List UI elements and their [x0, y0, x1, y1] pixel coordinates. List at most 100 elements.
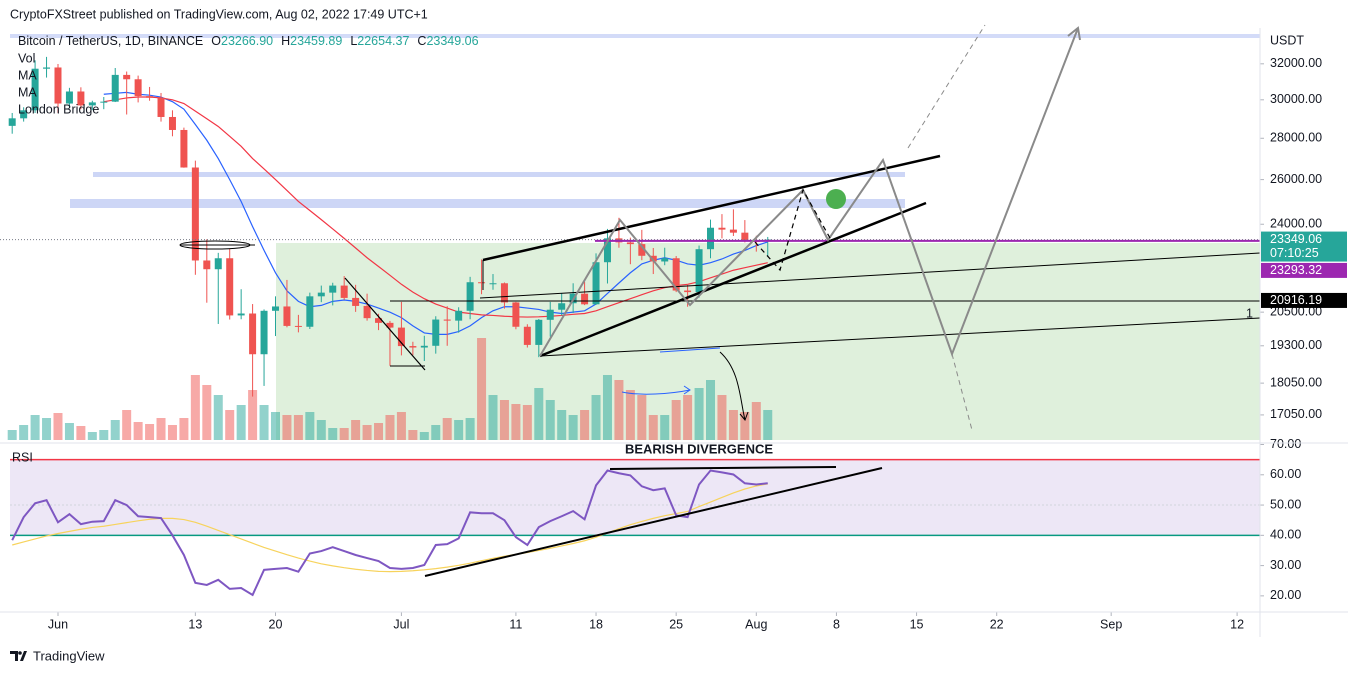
candle-body	[157, 97, 165, 117]
legend-volume: Vol	[18, 51, 35, 65]
ohlc-key: H	[281, 34, 290, 48]
candle-body	[352, 297, 360, 306]
volume-bar	[396, 412, 406, 440]
projection-path	[539, 27, 1079, 357]
volume-bar	[568, 415, 578, 440]
candle-body	[626, 242, 634, 245]
y-tick-label: 19300.00	[1270, 338, 1322, 352]
volume-bar	[499, 400, 509, 440]
candle-body	[638, 244, 646, 256]
candle-body	[294, 325, 302, 327]
volume-bar	[706, 380, 716, 440]
x-tick-label: 11	[509, 617, 522, 631]
price-label-box	[1261, 231, 1347, 262]
volume-bar	[557, 410, 567, 440]
volume-bar	[64, 423, 74, 440]
candle-body	[77, 91, 85, 106]
volume-bar	[385, 415, 395, 440]
volume-bar	[694, 388, 704, 440]
y-tick-label: 26000.00	[1270, 172, 1322, 186]
candle-body	[386, 322, 394, 328]
volume-bar	[225, 410, 235, 440]
volume-bar	[591, 395, 601, 440]
legend-ma: MA	[18, 68, 37, 82]
trend-line	[344, 277, 426, 371]
y-tick-label: 50.00	[1270, 497, 1301, 511]
volume-bar	[717, 395, 727, 440]
volume-bar	[648, 415, 658, 440]
candle-body	[684, 290, 692, 293]
volume-bar	[671, 400, 681, 440]
x-tick-label: 15	[910, 617, 924, 631]
volume-bar	[76, 426, 86, 440]
volume-bar	[580, 410, 590, 440]
volume-bar	[419, 432, 429, 440]
logo-mark	[10, 651, 27, 661]
x-tick-label: Sep	[1100, 617, 1122, 631]
volume-bar	[614, 380, 624, 440]
candle-body	[695, 249, 703, 293]
price-label: 20916.19	[1270, 293, 1322, 307]
candle-body	[512, 302, 520, 327]
price-label: 23349.06	[1270, 232, 1322, 246]
candle-body	[363, 305, 371, 319]
x-tick-label: 13	[188, 617, 202, 631]
volume-bar	[683, 395, 693, 440]
volume-bar	[545, 400, 555, 440]
y-tick-label: 17050.00	[1270, 407, 1322, 421]
candle-body	[672, 258, 680, 291]
candle-body	[65, 91, 73, 104]
volume-bar	[30, 415, 40, 440]
volume-bar	[351, 420, 361, 440]
candle-body	[592, 262, 600, 305]
candle-body	[203, 260, 211, 270]
volume-bar	[488, 395, 498, 440]
volume-bar	[442, 418, 452, 440]
candle-body	[443, 319, 451, 321]
arrow	[719, 351, 749, 421]
y-tick-label: 24000.00	[1270, 217, 1322, 231]
ohlc-value: 22654.37	[357, 34, 409, 48]
candle-body	[134, 79, 142, 97]
volume-bar	[431, 425, 441, 440]
volume-bar	[282, 415, 292, 440]
volume-bar	[110, 420, 120, 440]
volume-bar	[408, 430, 418, 440]
volume-bar	[522, 405, 532, 440]
candle-body	[535, 319, 543, 345]
y-tick-label: 32000.00	[1270, 56, 1322, 70]
drawings	[179, 24, 1261, 577]
tv-logo: TradingView	[10, 648, 105, 663]
candle-body	[180, 129, 188, 168]
candle-body	[146, 96, 154, 98]
volume-bar	[751, 402, 761, 440]
series-line	[103, 96, 768, 318]
candle-body	[317, 292, 325, 297]
candle-body	[20, 110, 28, 119]
x-tick-label: 25	[669, 617, 683, 631]
symbol-title: Bitcoin / TetherUS, 1D, BINANCE O23266.90…	[18, 34, 479, 48]
series-line	[11, 469, 768, 597]
y-tick-label: 18050.00	[1270, 375, 1322, 389]
volume-bar	[213, 395, 223, 440]
resistance-zone	[93, 172, 905, 177]
x-tick-label: 20	[269, 617, 283, 631]
candle-body	[249, 313, 257, 355]
volume-bar	[122, 410, 132, 440]
volume-bar	[305, 412, 315, 440]
volume-bar	[637, 395, 647, 440]
candle-body	[649, 255, 657, 262]
candle-body	[603, 238, 611, 263]
data-layer: 32000.00 30000.00 28000.00 26000.00 24000.00…	[0, 56, 1347, 631]
target-zone	[276, 243, 1260, 440]
arrow	[659, 347, 721, 353]
y-tick-label: 70.00	[1270, 437, 1301, 451]
candle-body	[168, 116, 176, 130]
candle-body	[661, 258, 669, 262]
arrow-head	[1067, 26, 1081, 41]
volume-bar	[248, 390, 258, 440]
marker	[826, 189, 846, 209]
volume-bar	[477, 338, 487, 440]
x-tick-label: Jun	[48, 617, 68, 631]
candle-body	[306, 296, 314, 327]
